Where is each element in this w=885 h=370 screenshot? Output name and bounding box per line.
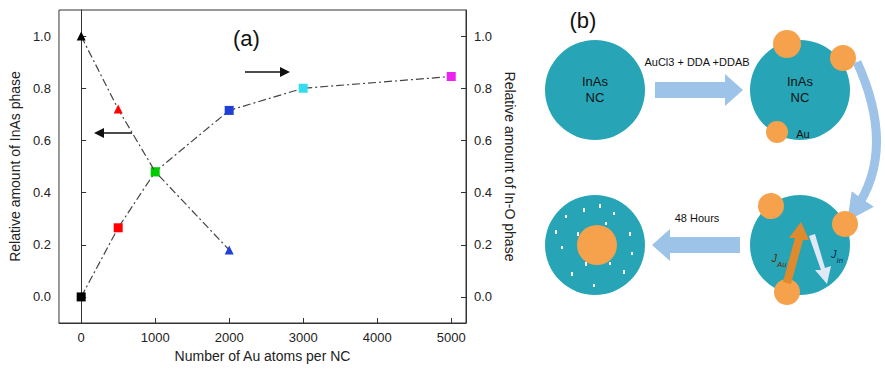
svg-text:Relative amount of In-O phase: Relative amount of In-O phase [502,72,518,262]
svg-text:Relative amount of InAs phase: Relative amount of InAs phase [7,71,23,262]
svg-text:AuCl3 + DDA +DDAB: AuCl3 + DDA +DDAB [644,56,749,68]
svg-text:JIn: JIn [830,248,843,265]
svg-text:0.2: 0.2 [474,237,492,252]
svg-text:0.6: 0.6 [474,133,492,148]
svg-text:(a): (a) [233,26,260,51]
svg-text:5000: 5000 [437,330,466,345]
svg-text:(b): (b) [570,8,597,33]
svg-text:0.8: 0.8 [33,81,51,96]
svg-text:Au: Au [796,128,809,140]
svg-text:InAs: InAs [582,74,609,89]
svg-text:InAs: InAs [787,74,814,89]
svg-text:0.8: 0.8 [474,81,492,96]
svg-text:2000: 2000 [215,330,244,345]
svg-text:0.4: 0.4 [474,185,492,200]
svg-text:NC: NC [791,90,810,105]
svg-text:3000: 3000 [289,330,318,345]
svg-text:0.6: 0.6 [33,133,51,148]
svg-text:NC: NC [586,90,605,105]
svg-text:1000: 1000 [141,330,170,345]
svg-text:JAu: JAu [771,252,788,269]
svg-text:4000: 4000 [363,330,392,345]
svg-text:48 Hours: 48 Hours [675,212,720,224]
svg-text:Number of Au atoms per NC: Number of Au atoms per NC [175,348,351,364]
svg-text:0.2: 0.2 [33,237,51,252]
svg-text:1.0: 1.0 [33,29,51,44]
svg-text:0: 0 [78,330,85,345]
svg-text:0.0: 0.0 [33,289,51,304]
svg-text:0.4: 0.4 [33,185,51,200]
svg-text:0.0: 0.0 [474,289,492,304]
svg-text:1.0: 1.0 [474,29,492,44]
